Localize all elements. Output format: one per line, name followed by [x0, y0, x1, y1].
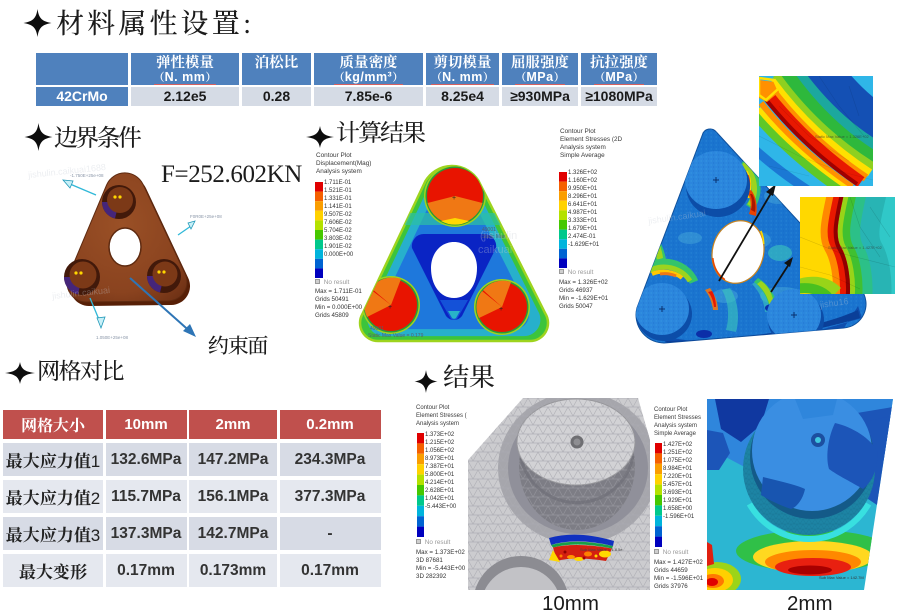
svg-text:1.050E+25e+08: 1.050E+25e+08 — [96, 335, 129, 340]
svg-text:49001: 49001 — [370, 326, 384, 332]
svg-text:+: + — [499, 306, 503, 313]
svg-text:F0R0E+25e+08: F0R0E+25e+08 — [190, 214, 222, 219]
svg-text:+: + — [452, 195, 456, 202]
svg-text:Static Max Value = 1.427E+02: Static Max Value = 1.427E+02 — [828, 245, 883, 250]
svg-text:+: + — [388, 304, 392, 311]
svg-text:Static Max Value = 1.326E+02: Static Max Value = 1.326E+02 — [815, 134, 870, 139]
svg-text:Sub Max Value = 1.8.5e: Sub Max Value = 1.8.5e — [580, 547, 623, 552]
svg-text:-1.750E+25e+08: -1.750E+25e+08 — [70, 173, 104, 178]
svg-text:49001: 49001 — [482, 227, 496, 233]
svg-text:Sub Max Value = 142.7M: Sub Max Value = 142.7M — [819, 575, 864, 580]
svg-text:Static Max Value = 0.179: Static Max Value = 0.179 — [368, 333, 424, 339]
